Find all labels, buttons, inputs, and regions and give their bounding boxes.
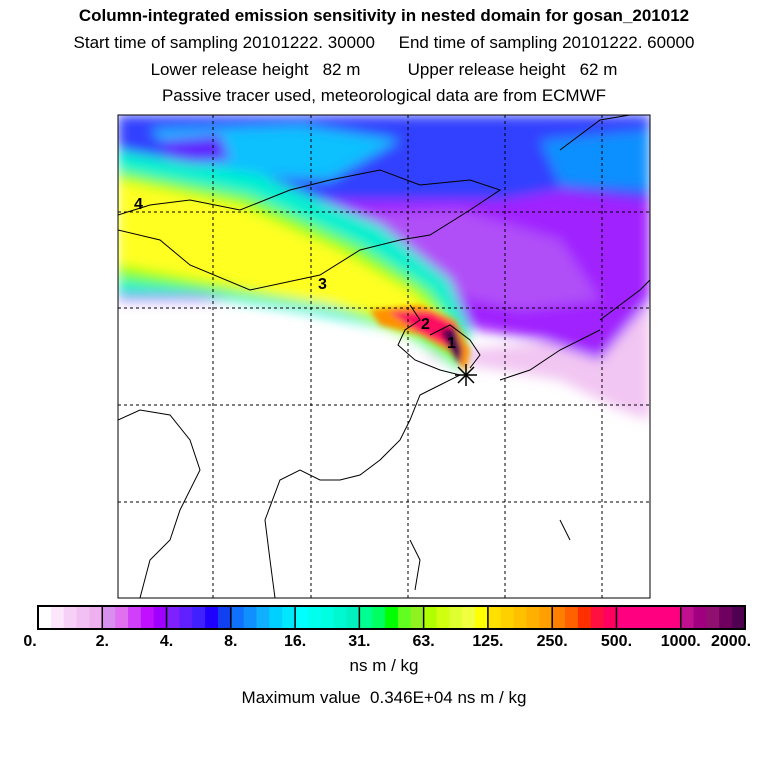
colorbar-swatch bbox=[732, 606, 746, 629]
colorbar-swatch bbox=[333, 606, 348, 629]
colorbar-swatch bbox=[89, 606, 103, 629]
colorbar-swatch bbox=[166, 606, 180, 629]
plume-label-4: 4 bbox=[134, 196, 143, 213]
colorbar-swatch bbox=[346, 606, 360, 629]
colorbar-tick-label: 31. bbox=[348, 633, 371, 650]
colorbar-swatch bbox=[629, 606, 643, 629]
tracer-info-line: Passive tracer used, meteorological data… bbox=[161, 86, 607, 105]
colorbar-tick-label: 0. bbox=[23, 633, 37, 650]
colorbar-swatch bbox=[513, 606, 527, 629]
colorbar-swatch bbox=[140, 606, 155, 629]
colorbar-swatch bbox=[552, 606, 566, 629]
plume-label-2: 2 bbox=[421, 316, 430, 333]
colorbar-swatch bbox=[719, 606, 733, 629]
colorbar-swatch bbox=[205, 606, 219, 629]
colorbar-swatch bbox=[397, 606, 412, 629]
colorbar-swatch bbox=[603, 606, 617, 629]
colorbar-tick-label: 63. bbox=[412, 633, 435, 650]
colorbar-swatch bbox=[38, 606, 52, 629]
colorbar-swatch bbox=[449, 606, 463, 629]
colorbar-swatch bbox=[475, 606, 489, 629]
sampling-time-line: Start time of sampling 20101222. 30000 E… bbox=[73, 33, 695, 52]
colorbar-swatch bbox=[500, 606, 515, 629]
colorbar-swatch bbox=[655, 606, 669, 629]
colorbar-swatch bbox=[539, 606, 553, 629]
plume-label-3: 3 bbox=[318, 276, 327, 293]
colorbar-swatch bbox=[50, 606, 65, 629]
colorbar-swatch bbox=[269, 606, 283, 629]
star-icon bbox=[455, 364, 477, 386]
colorbar-swatch bbox=[282, 606, 296, 629]
colorbar-swatch bbox=[192, 606, 206, 629]
colorbar-swatch bbox=[243, 606, 258, 629]
colorbar-swatch bbox=[680, 606, 695, 629]
colorbar-swatch bbox=[102, 606, 116, 629]
colorbar-swatch bbox=[642, 606, 656, 629]
colorbar-swatch bbox=[179, 606, 193, 629]
colorbar-swatch bbox=[526, 606, 540, 629]
colorbar-swatch bbox=[693, 606, 707, 629]
plume-label-1: 1 bbox=[447, 335, 456, 352]
colorbar-swatch bbox=[410, 606, 425, 629]
colorbar bbox=[37, 605, 746, 630]
colorbar-swatch bbox=[462, 606, 476, 629]
colorbar-swatch bbox=[115, 606, 129, 629]
colorbar-swatch bbox=[706, 606, 720, 629]
colorbar-unit: ns m / kg bbox=[349, 656, 419, 675]
colorbar-tick-label: 125. bbox=[472, 633, 504, 650]
colorbar-swatch bbox=[590, 606, 605, 629]
colorbar-tick-label: 2. bbox=[95, 633, 109, 650]
colorbar-swatch bbox=[320, 606, 335, 629]
colorbar-swatch bbox=[76, 606, 90, 629]
colorbar-swatch bbox=[616, 606, 630, 629]
colorbar-swatch bbox=[230, 606, 245, 629]
gridlines bbox=[118, 115, 650, 598]
colorbar-tick-label: 8. bbox=[224, 633, 238, 650]
colorbar-swatch bbox=[217, 606, 232, 629]
colorbar-swatch bbox=[667, 606, 682, 629]
coastlines bbox=[118, 115, 650, 598]
colorbar-swatch bbox=[385, 606, 399, 629]
colorbar-swatch bbox=[63, 606, 78, 629]
colorbar-swatch bbox=[423, 606, 437, 629]
colorbar-tick-label: 1000. bbox=[660, 633, 701, 650]
plume-labels: 4 3 2 1 bbox=[134, 196, 456, 352]
colorbar-tick-label: 4. bbox=[159, 633, 174, 650]
colorbar-swatch bbox=[153, 606, 168, 629]
colorbar-swatch bbox=[487, 606, 502, 629]
colorbar-swatch bbox=[577, 606, 592, 629]
colorbar-swatch bbox=[127, 606, 142, 629]
maximum-value-text: Maximum value 0.346E+04 ns m / kg bbox=[241, 688, 527, 707]
colorbar-swatch bbox=[436, 606, 450, 629]
colorbar-swatch bbox=[359, 606, 373, 629]
plot-title: Column-integrated emission sensitivity i… bbox=[78, 6, 690, 25]
colorbar-border bbox=[37, 605, 746, 630]
colorbar-swatch bbox=[256, 606, 270, 629]
colorbar-swatch bbox=[372, 606, 386, 629]
colorbar-swatch bbox=[295, 606, 309, 629]
colorbar-swatch bbox=[307, 606, 322, 629]
release-height-line: Lower release height 82 m Upper release … bbox=[150, 60, 618, 79]
colorbar-tick-label: 250. bbox=[536, 633, 568, 650]
colorbar-tick-label: 2000. bbox=[710, 633, 752, 650]
sensitivity-field: 4 3 2 1 bbox=[118, 115, 650, 598]
colorbar-tick-label: 16. bbox=[283, 633, 307, 650]
colorbar-swatch bbox=[565, 606, 579, 629]
map-frame bbox=[117, 114, 651, 599]
colorbar-tick-label: 500. bbox=[600, 633, 633, 650]
